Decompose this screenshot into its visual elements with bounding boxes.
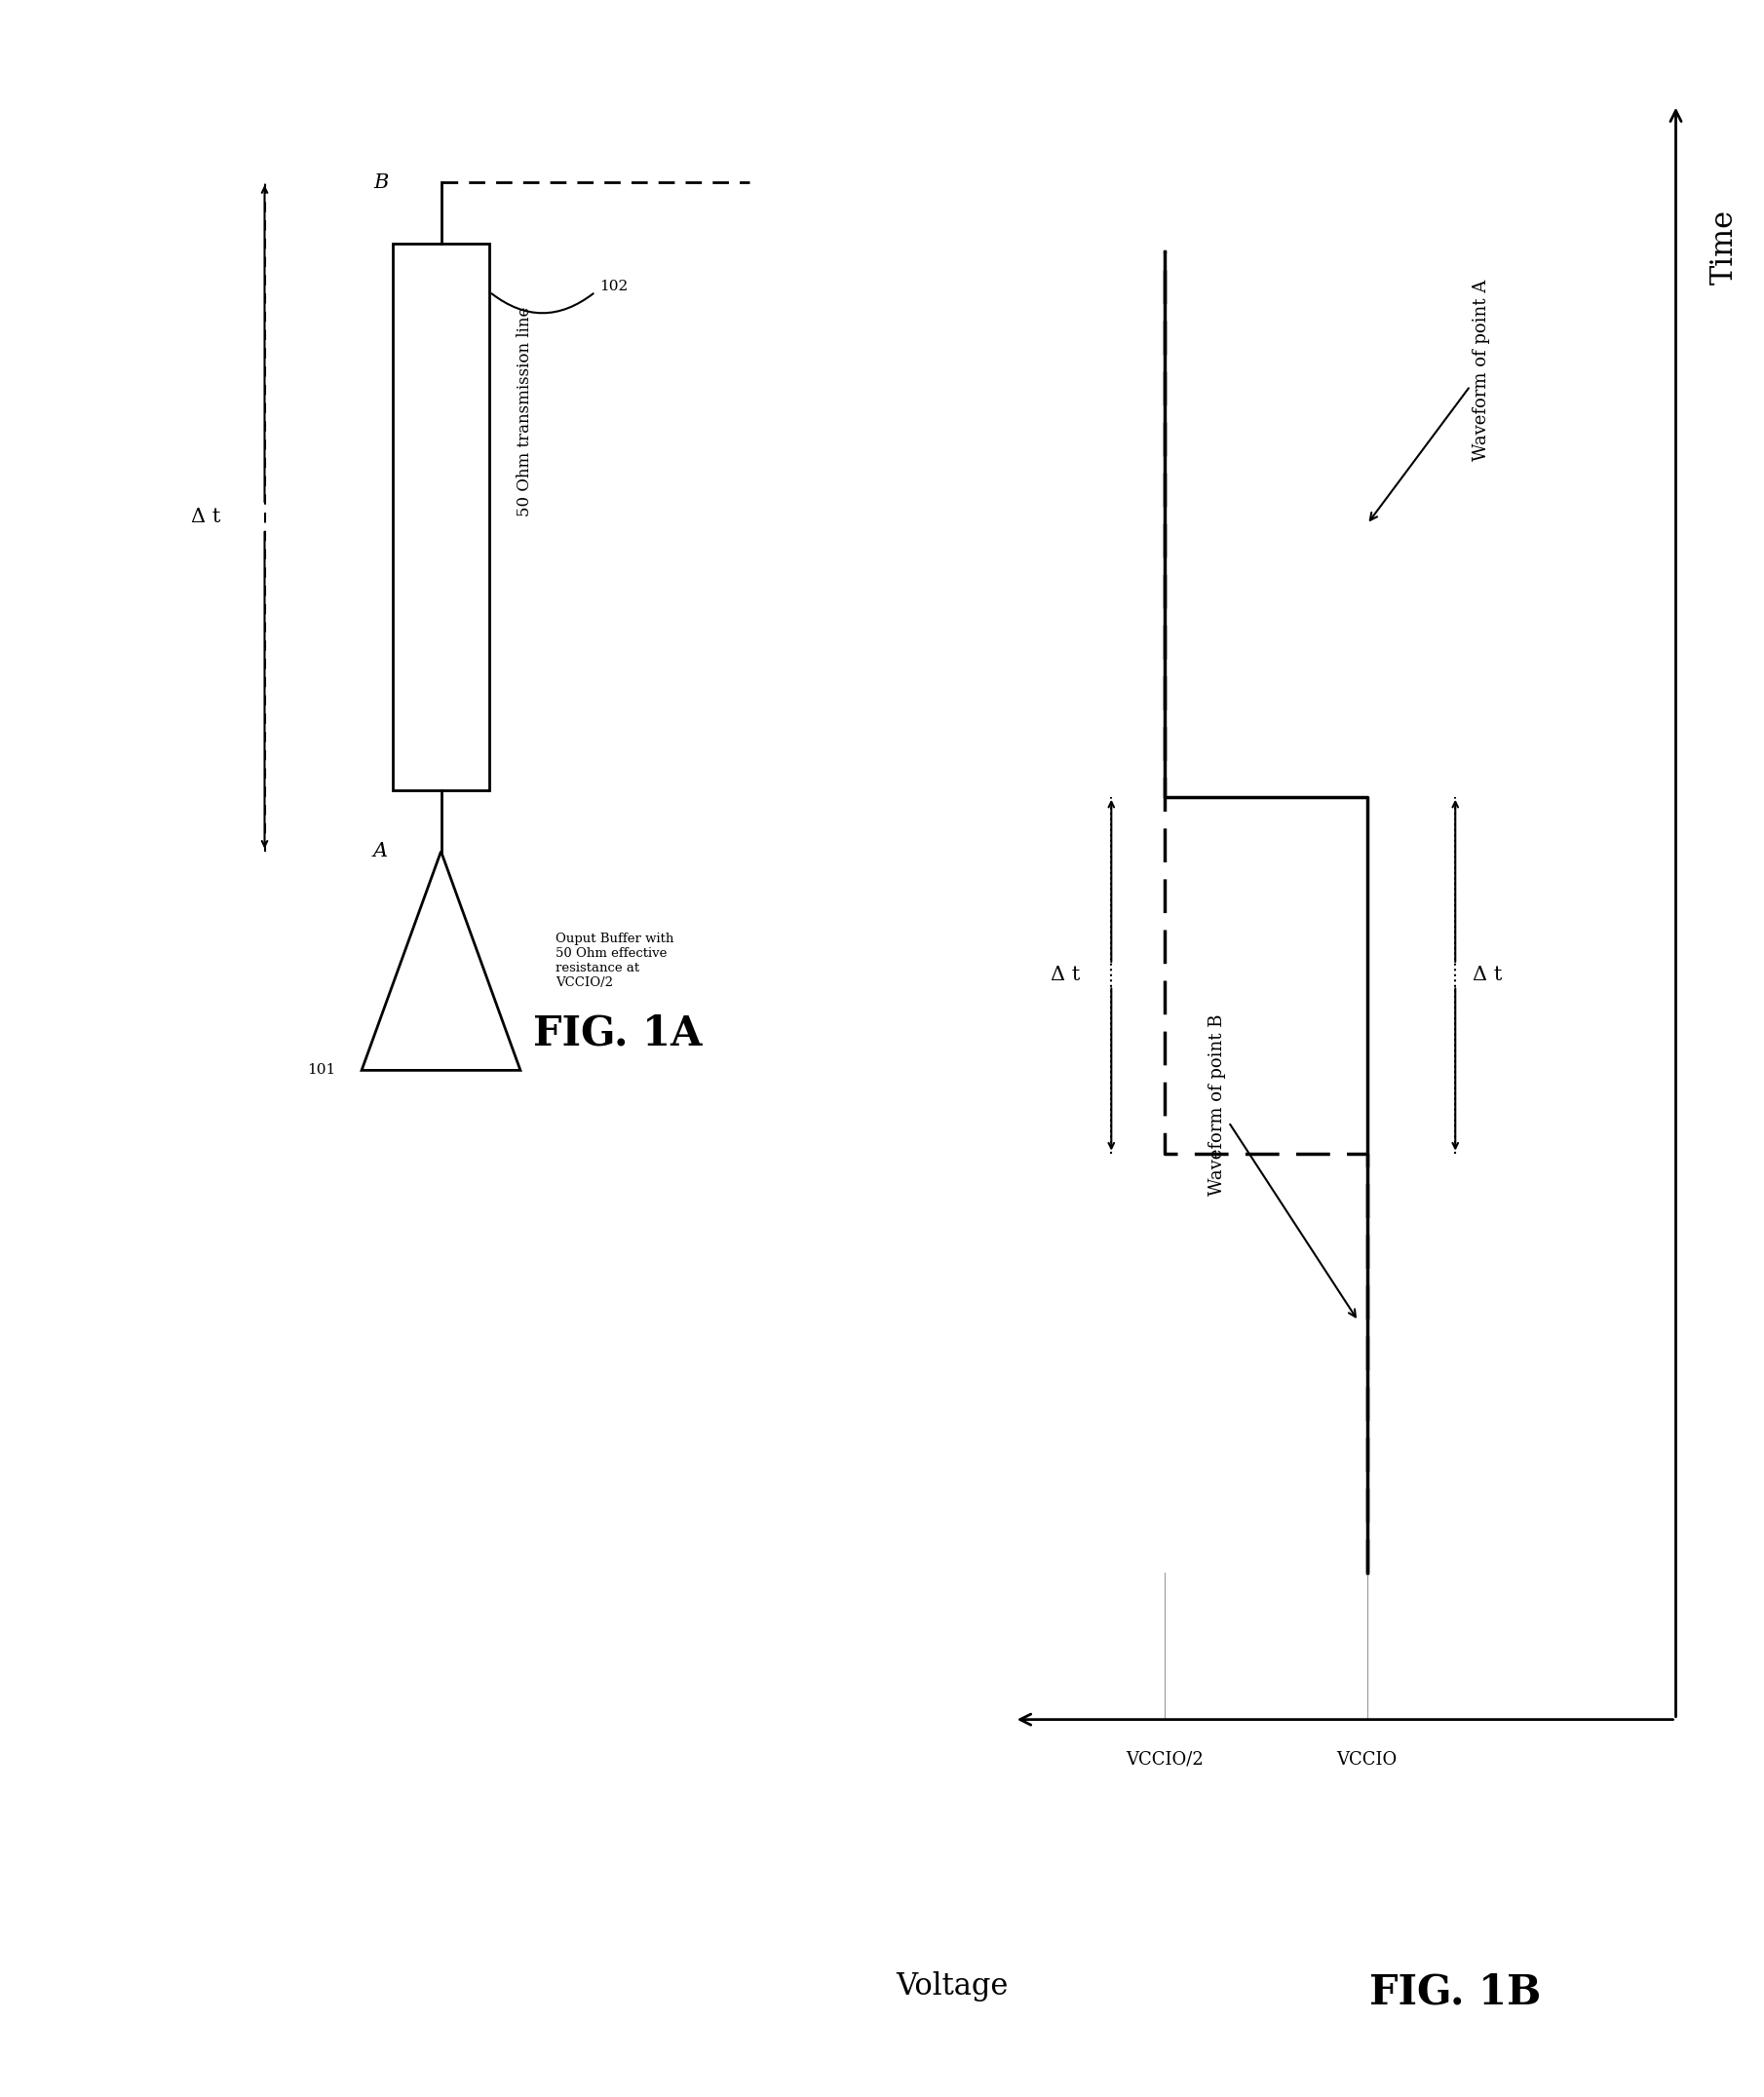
Text: VCCIO/2: VCCIO/2 xyxy=(1125,1751,1203,1768)
Text: Waveform of point A: Waveform of point A xyxy=(1371,279,1491,520)
Text: Waveform of point B: Waveform of point B xyxy=(1208,1013,1355,1317)
Text: B: B xyxy=(374,174,388,191)
Text: Δ t: Δ t xyxy=(191,507,220,526)
Text: FIG. 1B: FIG. 1B xyxy=(1369,1971,1542,2013)
Text: 101: 101 xyxy=(307,1063,335,1078)
Text: 102: 102 xyxy=(600,279,628,294)
Text: Voltage: Voltage xyxy=(896,1971,1009,2001)
Text: Ouput Buffer with
50 Ohm effective
resistance at
VCCIO/2: Ouput Buffer with 50 Ohm effective resis… xyxy=(556,933,674,990)
Text: Time: Time xyxy=(1709,210,1739,285)
Bar xyxy=(393,243,490,791)
Text: VCCIO: VCCIO xyxy=(1337,1751,1397,1768)
Text: A: A xyxy=(374,843,388,860)
Text: 50 Ohm transmission line: 50 Ohm transmission line xyxy=(517,306,533,516)
Text: FIG. 1A: FIG. 1A xyxy=(533,1013,702,1055)
Text: Δ t: Δ t xyxy=(1051,967,1080,983)
Text: Δ t: Δ t xyxy=(1473,967,1503,983)
